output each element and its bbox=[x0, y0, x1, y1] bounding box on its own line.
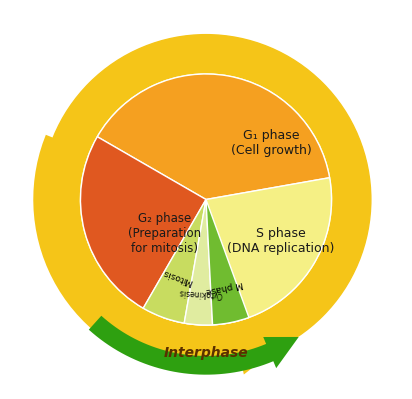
Wedge shape bbox=[184, 200, 213, 325]
Text: Cytokinesis: Cytokinesis bbox=[178, 287, 222, 299]
Circle shape bbox=[41, 35, 371, 364]
Text: M phase: M phase bbox=[204, 279, 243, 296]
Text: S phase
(DNA replication): S phase (DNA replication) bbox=[227, 227, 335, 255]
Wedge shape bbox=[97, 74, 330, 200]
Polygon shape bbox=[33, 135, 278, 375]
Text: Cell division: Cell division bbox=[33, 68, 86, 125]
Text: Interphase: Interphase bbox=[164, 346, 248, 360]
Text: G₁ phase
(Cell growth): G₁ phase (Cell growth) bbox=[231, 129, 312, 157]
Wedge shape bbox=[206, 200, 249, 325]
Polygon shape bbox=[89, 316, 299, 375]
Text: Mitosis: Mitosis bbox=[162, 267, 194, 286]
Wedge shape bbox=[163, 178, 332, 325]
Circle shape bbox=[80, 74, 332, 325]
Wedge shape bbox=[143, 200, 206, 323]
Text: G₂ phase
(Preparation
for mitosis): G₂ phase (Preparation for mitosis) bbox=[128, 212, 201, 255]
Wedge shape bbox=[80, 137, 206, 308]
